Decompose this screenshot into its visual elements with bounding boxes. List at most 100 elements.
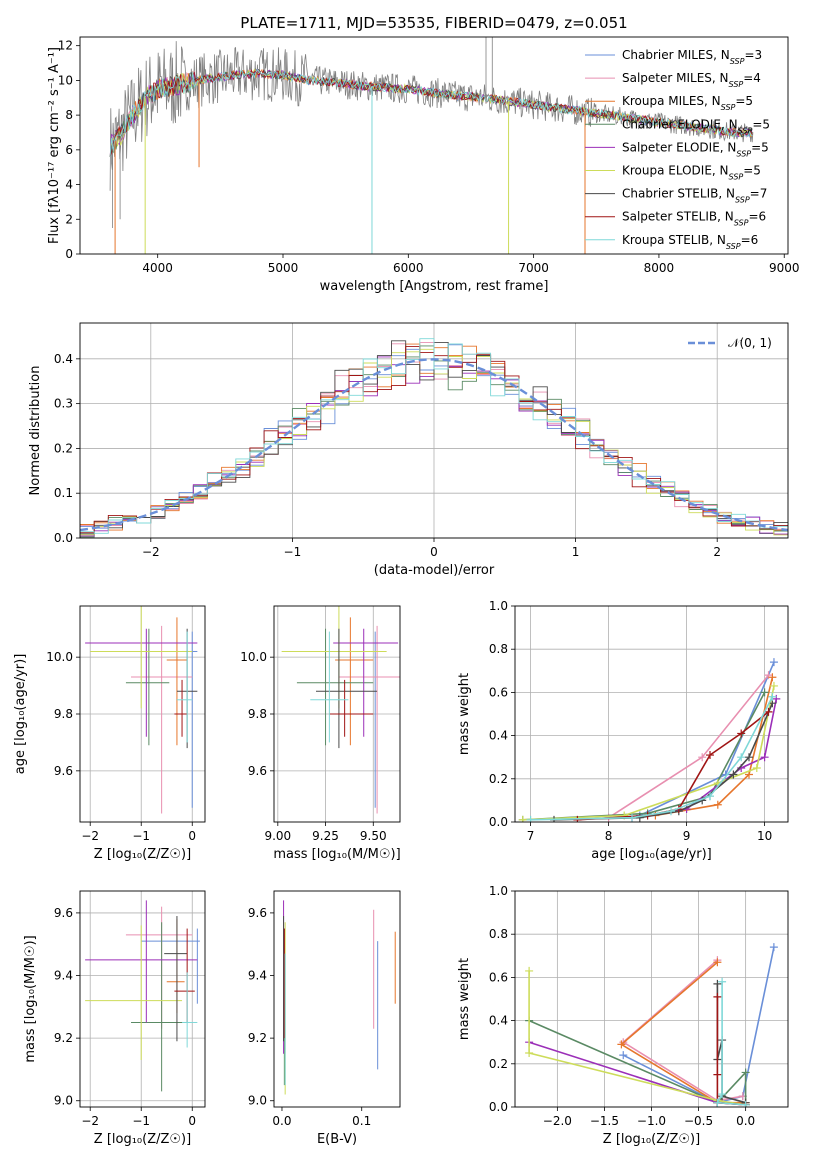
y-axis-label: mass weight [457,673,472,755]
y-tick-label: 10.0 [240,650,267,664]
legend-label: Kroupa MILES, NSSP=5 [622,94,753,112]
error-bar-point [166,919,185,1014]
weight-series-line [577,711,769,821]
legend-label-sub: SSP [734,218,749,227]
weight-series-marker [619,1051,628,1060]
y-tick-label: 0.0 [489,1100,508,1114]
weight-series-marker [768,692,777,701]
x-tick-label: 9.25 [312,829,339,843]
x-tick-label: 0.1 [352,1114,371,1128]
chart-spectrum: 4000 5000 6000 7000 8000 9000 0 2 4 6 8 10 12 wavelen… [47,36,800,294]
x-tick-label: 9.00 [264,829,291,843]
weight-series-line [716,981,746,1106]
error-bar-point [174,679,188,737]
weight-series-marker [525,966,534,975]
legend-label-text: Chabrier STELIB, N [622,187,735,201]
plot-area [283,900,396,1095]
weight-series-marker [635,813,644,822]
error-bar-point [329,679,374,737]
weight-series-marker [713,958,722,967]
weight-series-marker [667,807,675,816]
x-tick-label: 9000 [769,261,800,275]
legend-label: Kroupa STELIB, NSSP=6 [622,233,758,251]
legend-label-tail: =5 [743,164,761,178]
chart-weight_vs_age: 7 8 9 10 0.0 0.2 0.4 0.6 0.8 1.0 age [log₁₀(age/yr… [457,599,789,862]
weight-series-marker [713,1070,722,1079]
legend-label-text: Kroupa STELIB, N [622,233,726,247]
legend-label: Chabrier MILES, NSSP=3 [622,48,762,66]
x-tick-label: 7 [527,829,535,843]
weight-series-marker [518,815,527,822]
legend-label-sub: SSP [730,57,745,66]
error-bar-point [182,631,198,808]
axes-frame [79,890,206,1108]
y-tick-label: 8 [65,108,73,122]
y-tick-label: 9.6 [248,906,267,920]
legend-label: Salpeter STELIB, NSSP=6 [622,210,766,228]
x-tick-label: −1 [284,545,302,559]
x-tick-label: 7000 [518,261,549,275]
y-tick-label: 9.2 [248,1031,267,1045]
x-tick-label: 1 [572,545,580,559]
legend-label-sub: SSP [729,80,744,89]
error-bar-point [335,617,374,746]
y-tick-label: 0 [65,247,73,261]
y-axis-label: age [log₁₀(age/yr)] [13,654,28,775]
error-bar-point [90,606,193,709]
weight-series-marker [768,673,777,682]
x-tick-label: −2 [81,1114,99,1128]
plot-area [109,37,754,254]
x-tick-label: 5000 [268,261,299,275]
y-tick-label: 12 [58,39,73,53]
x-tick-label: −1.5 [590,1114,619,1128]
weight-series-marker [772,694,781,703]
legend-label-tail: =5 [752,117,770,131]
x-tick-label: 0 [430,545,438,559]
weight-series-marker [706,751,714,760]
y-axis-label: Normed distribution [28,366,43,496]
plot-area [85,900,200,1092]
y-tick-label: 0.0 [54,531,73,545]
weight-series-marker [573,815,582,822]
weight-series-line [639,661,775,817]
legend-label-tail: =5 [751,140,769,154]
error-bar-point [164,916,188,1042]
legend-label-text: Kroupa MILES, N [622,94,721,108]
weight-series-line [522,692,766,821]
histogram-step [80,338,788,534]
weight-series-marker [737,729,746,738]
legend-label: Chabrier STELIB, NSSP=7 [622,187,767,205]
legend-label-text: Salpeter ELODIE, N [622,140,736,154]
error-bar-point [296,628,374,746]
legend-label: Salpeter ELODIE, NSSP=5 [622,140,769,158]
y-tick-label: 0.6 [489,685,508,699]
x-tick-label: −0.5 [684,1114,713,1128]
axes-frame [79,322,789,539]
x-tick-label: 8000 [644,261,675,275]
y-tick-label: 9.4 [54,969,73,983]
y-tick-label: 9.0 [248,1094,267,1108]
x-tick-label: 9 [683,829,691,843]
y-tick-label: 9.8 [54,707,73,721]
weight-series-marker [752,764,761,772]
y-tick-label: 1.0 [489,599,508,613]
chart-residuals: −2 −1 0 1 2 0.0 0.1 0.2 0.3 0.4 (data-model)/error… [28,322,789,578]
error-bar-point [337,631,383,808]
y-tick-label: 0.2 [489,1057,508,1071]
y-axis-label: mass [log₁₀(M/M☉)] [23,935,38,1062]
weight-series-marker [713,800,722,809]
weight-series-marker [760,753,769,762]
legend-label-sub: SSP [726,241,741,250]
x-axis-label: (data-model)/error [374,563,495,578]
y-tick-label: 9.2 [54,1031,73,1045]
weight-series-marker [745,753,753,762]
y-tick-label: 0.3 [54,397,73,411]
chart-weight_vs_Z: −2.0 −1.5 −1.0 −0.5 0.0 0.0 0.2 0.4 0.6 0.8 1.0 Z [… [457,884,789,1147]
y-tick-label: 10 [58,73,73,87]
plot-area [525,943,778,1107]
x-tick-label: −2 [81,829,99,843]
gaussian-reference-curve [80,358,788,532]
x-tick-label: 9.50 [360,829,387,843]
